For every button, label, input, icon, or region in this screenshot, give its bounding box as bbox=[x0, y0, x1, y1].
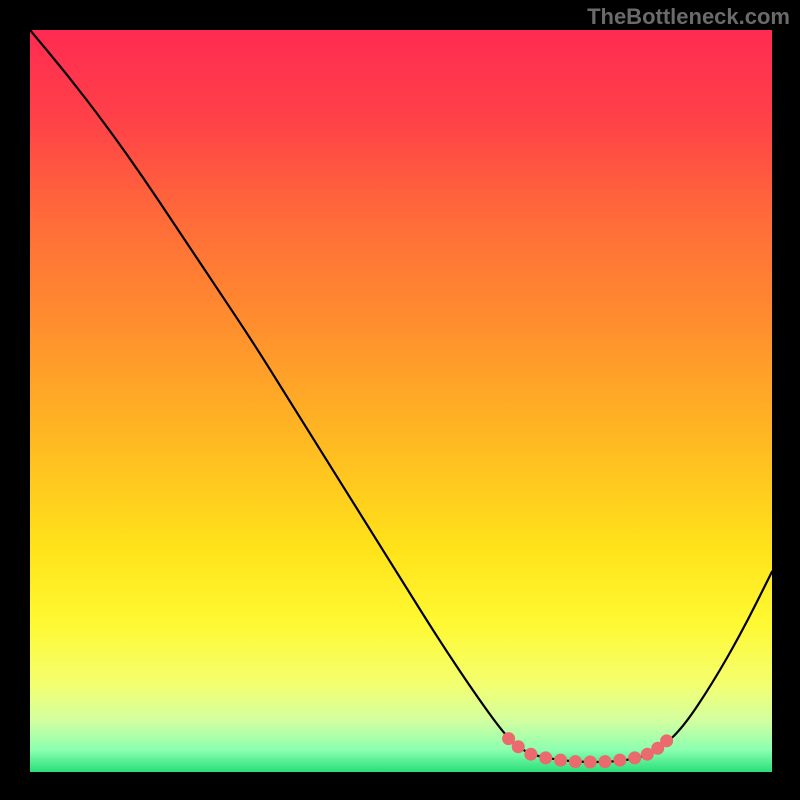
curve-svg bbox=[30, 30, 772, 772]
marker-dot bbox=[569, 756, 581, 768]
marker-dot bbox=[599, 756, 611, 768]
marker-dot bbox=[503, 733, 515, 745]
plot-area bbox=[30, 30, 772, 772]
marker-dot bbox=[629, 752, 641, 764]
chart-container: TheBottleneck.com bbox=[0, 0, 800, 800]
watermark-text: TheBottleneck.com bbox=[587, 4, 790, 30]
marker-group bbox=[503, 733, 673, 768]
bottleneck-curve bbox=[30, 30, 772, 762]
marker-dot bbox=[661, 735, 673, 747]
marker-dot bbox=[555, 754, 567, 766]
marker-dot bbox=[584, 756, 596, 768]
marker-dot bbox=[512, 741, 524, 753]
marker-dot bbox=[525, 748, 537, 760]
marker-dot bbox=[614, 754, 626, 766]
marker-dot bbox=[540, 752, 552, 764]
